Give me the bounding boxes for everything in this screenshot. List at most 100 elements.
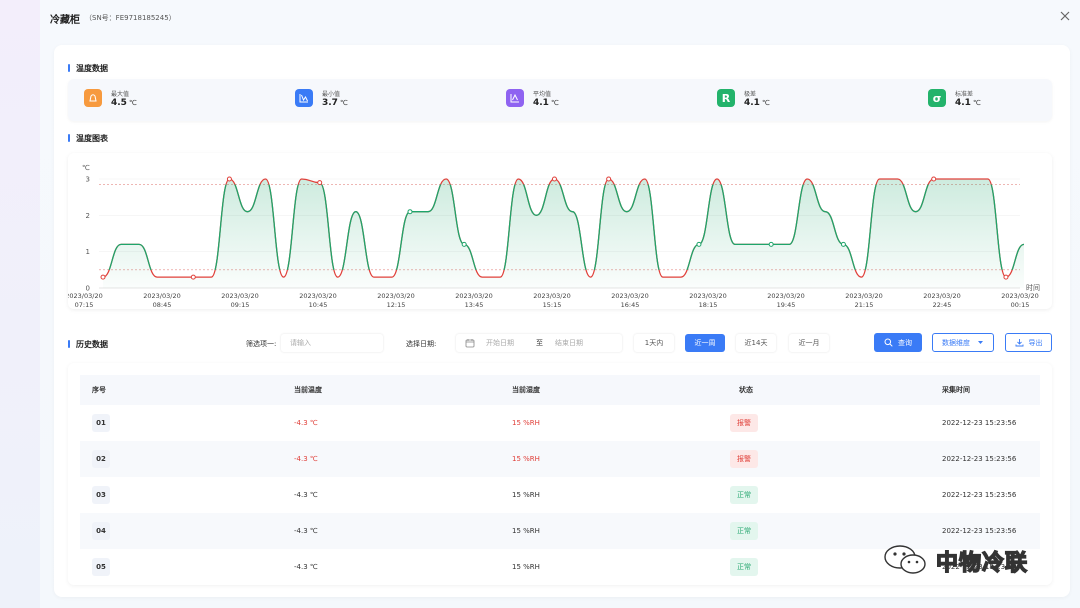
stat-value: 4.1 ℃ bbox=[744, 98, 770, 108]
row-temperature: -4.3 ℃ bbox=[294, 455, 318, 463]
bell-icon bbox=[84, 89, 102, 107]
filter-field-input[interactable]: 请输入 bbox=[281, 334, 383, 352]
row-time: 2022-12-23 15:23:56 bbox=[942, 419, 1017, 427]
x-tick-label: 10:45 bbox=[309, 301, 328, 309]
x-tick-label: 21:15 bbox=[855, 301, 874, 309]
range-1month-button[interactable]: 近一月 bbox=[789, 334, 829, 352]
date-separator: 至 bbox=[536, 339, 543, 347]
sigma-icon: σ bbox=[928, 89, 946, 107]
filter-field-label: 筛选项一: bbox=[246, 340, 277, 348]
x-tick-label: 2023/03/20 bbox=[455, 292, 492, 300]
average-icon bbox=[506, 89, 524, 107]
header-time: 采集时间 bbox=[942, 386, 970, 394]
table-row[interactable]: 02 -4.3 ℃ 15 %RH 报警 2022-12-23 15:23:56 bbox=[80, 441, 1040, 477]
x-tick-label: 2023/03/20 bbox=[767, 292, 804, 300]
y-tick-label: 0 bbox=[86, 285, 90, 293]
caret-down-icon bbox=[978, 341, 983, 344]
x-tick-label: 2023/03/20 bbox=[143, 292, 180, 300]
row-time: 2022-12-23 15:23:56 bbox=[942, 563, 1017, 571]
range-1week-button[interactable]: 近一周 bbox=[685, 334, 725, 352]
data-point bbox=[696, 241, 702, 247]
range-1day-button[interactable]: 1天内 bbox=[634, 334, 674, 352]
range-14days-button[interactable]: 近14天 bbox=[736, 334, 776, 352]
table-row[interactable]: 04 -4.3 ℃ 15 %RH 正常 2022-12-23 15:23:56 bbox=[80, 513, 1040, 549]
row-time: 2022-12-23 15:23:56 bbox=[942, 491, 1017, 499]
content-card: 温度数据 最大值 4.5 ℃ 最小值 3.7 ℃ 平均值 bbox=[54, 45, 1070, 597]
status-badge: 正常 bbox=[730, 486, 758, 504]
data-point bbox=[1003, 274, 1009, 280]
table-row[interactable]: 03 -4.3 ℃ 15 %RH 正常 2022-12-23 15:23:56 bbox=[80, 477, 1040, 513]
row-temperature: -4.3 ℃ bbox=[294, 563, 318, 571]
calendar-icon bbox=[465, 339, 475, 348]
dialog-title: 冷藏柜 bbox=[50, 15, 80, 26]
stat-label: 极差 bbox=[744, 91, 757, 98]
history-table: 序号 当前温度 当前湿度 状态 采集时间 01 -4.3 ℃ 15 %RH 报警… bbox=[68, 363, 1052, 585]
x-tick-label: 07:15 bbox=[75, 301, 94, 309]
x-tick-label: 16:45 bbox=[621, 301, 640, 309]
x-tick-label: 2023/03/20 bbox=[923, 292, 960, 300]
data-point bbox=[840, 241, 846, 247]
x-tick-label: 2023/03/20 bbox=[221, 292, 258, 300]
x-tick-label: 09:15 bbox=[231, 301, 250, 309]
data-point bbox=[407, 209, 413, 215]
row-humidity: 15 %RH bbox=[512, 563, 540, 571]
status-badge: 正常 bbox=[730, 522, 758, 540]
data-point bbox=[768, 241, 774, 247]
table-header: 序号 当前温度 当前湿度 状态 采集时间 bbox=[80, 375, 1040, 405]
stat-value: 3.7 ℃ bbox=[322, 98, 348, 108]
x-tick-label: 22:45 bbox=[933, 301, 952, 309]
row-humidity: 15 %RH bbox=[512, 455, 540, 463]
row-index: 03 bbox=[92, 486, 110, 504]
data-dimension-dropdown[interactable]: 数据维度 bbox=[932, 333, 994, 352]
watermark: 中物冷联 bbox=[876, 543, 1056, 577]
header-temperature: 当前温度 bbox=[294, 386, 322, 394]
data-point bbox=[100, 274, 106, 280]
date-range-input[interactable]: 开始日期 至 结束日期 bbox=[456, 334, 622, 352]
x-tick-label: 2023/03/20 bbox=[299, 292, 336, 300]
x-tick-label: 15:15 bbox=[543, 301, 562, 309]
row-index: 02 bbox=[92, 450, 110, 468]
end-date-placeholder[interactable]: 结束日期 bbox=[555, 339, 583, 347]
y-tick-label: 1 bbox=[86, 248, 90, 256]
range-icon: R bbox=[717, 89, 735, 107]
x-tick-label: 2023/03/20 bbox=[689, 292, 726, 300]
dialog-header: 冷藏柜 （SN号：FE9718185245） bbox=[40, 0, 1080, 36]
row-humidity: 15 %RH bbox=[512, 491, 540, 499]
stat-label: 最小值 bbox=[322, 91, 341, 98]
table-row[interactable]: 05 -4.3 ℃ 15 %RH 正常 2022-12-23 15:23:56 bbox=[80, 549, 1040, 585]
x-tick-label: 12:15 bbox=[387, 301, 406, 309]
status-badge: 正常 bbox=[730, 558, 758, 576]
stat-label: 平均值 bbox=[533, 91, 552, 98]
device-sn: （SN号：FE9718185245） bbox=[85, 14, 176, 22]
table-row[interactable]: 01 -4.3 ℃ 15 %RH 报警 2022-12-23 15:23:56 bbox=[80, 405, 1040, 441]
x-tick-label: 13:45 bbox=[465, 301, 484, 309]
section-title-chart: 温度图表 bbox=[68, 133, 108, 144]
series-area bbox=[103, 179, 1024, 288]
row-temperature: -4.3 ℃ bbox=[294, 527, 318, 535]
data-point bbox=[317, 180, 323, 186]
query-button[interactable]: 查询 bbox=[874, 333, 922, 352]
search-icon bbox=[884, 338, 893, 347]
header-status: 状态 bbox=[739, 386, 753, 394]
stat-label: 标准差 bbox=[955, 91, 974, 98]
stat-value: 4.1 ℃ bbox=[533, 98, 559, 108]
y-axis-label: ℃ bbox=[82, 164, 90, 172]
row-index: 04 bbox=[92, 522, 110, 540]
header-index: 序号 bbox=[92, 386, 106, 394]
row-temperature: -4.3 ℃ bbox=[294, 419, 318, 427]
start-date-placeholder[interactable]: 开始日期 bbox=[486, 339, 514, 347]
row-humidity: 15 %RH bbox=[512, 527, 540, 535]
stat-value: 4.1 ℃ bbox=[955, 98, 981, 108]
export-button[interactable]: 导出 bbox=[1005, 333, 1052, 352]
section-title-history: 历史数据 bbox=[68, 339, 108, 350]
temperature-chart: 0123℃时间2023/03/2007:152023/03/2008:45202… bbox=[65, 164, 1040, 309]
row-humidity: 15 %RH bbox=[512, 419, 540, 427]
x-axis-label: 时间 bbox=[1026, 283, 1040, 292]
stats-panel: 最大值 4.5 ℃ 最小值 3.7 ℃ 平均值 4.1 ℃ R 极差 4.1 ℃ bbox=[68, 79, 1052, 121]
data-point bbox=[461, 241, 467, 247]
download-icon bbox=[1015, 339, 1023, 347]
chart-panel: 0 1 2 3 ℃ 时间 2023/03/20 07:15 2023/03/20 08:45 202… bbox=[65, 153, 1052, 309]
close-icon[interactable] bbox=[1058, 9, 1072, 23]
data-point bbox=[551, 176, 557, 182]
x-tick-label: 08:45 bbox=[153, 301, 172, 309]
